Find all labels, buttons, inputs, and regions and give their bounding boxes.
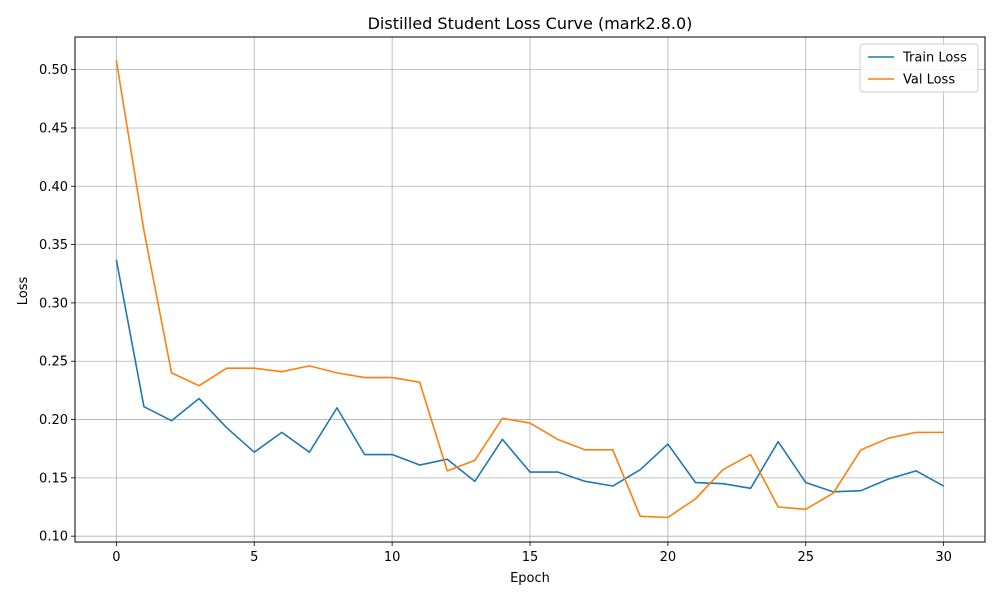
x-tick-label: 0 [112,550,120,565]
y-tick-label: 0.15 [39,471,68,486]
x-tick-label: 20 [660,550,677,565]
series-line-1 [115,60,944,519]
series-lines [115,60,945,519]
chart-title: Distilled Student Loss Curve (mark2.8.0) [368,14,693,33]
x-tick-label: 10 [384,550,401,565]
y-tick-label: 0.30 [39,296,68,311]
legend-box [859,43,979,93]
y-tick-label: 0.40 [39,180,68,195]
y-tick-label: 0.45 [39,121,68,136]
x-tick-label: 30 [935,550,952,565]
legend-label-1: Val Loss [903,73,955,88]
series-line-0 [115,259,945,493]
y-tick-label: 0.25 [39,355,68,370]
legend: Train Loss Val Loss [859,43,979,93]
x-tick-label: 5 [250,550,258,565]
grid [75,37,985,542]
y-tick-label: 0.50 [39,63,68,78]
x-tick-label: 25 [797,550,814,565]
y-tick-label: 0.10 [39,530,68,545]
y-tick-label: 0.35 [39,238,68,253]
y-axis-label: Loss [16,277,31,306]
x-axis-label: Epoch [510,571,550,586]
y-tick-label: 0.20 [39,413,68,428]
axis-ticks: 0 5 10 15 20 25 30 0.10 0.15 0.20 0.25 0.30 0.35 0.40… [39,63,952,565]
x-tick-label: 15 [522,550,539,565]
legend-label-0: Train Loss [902,51,967,66]
